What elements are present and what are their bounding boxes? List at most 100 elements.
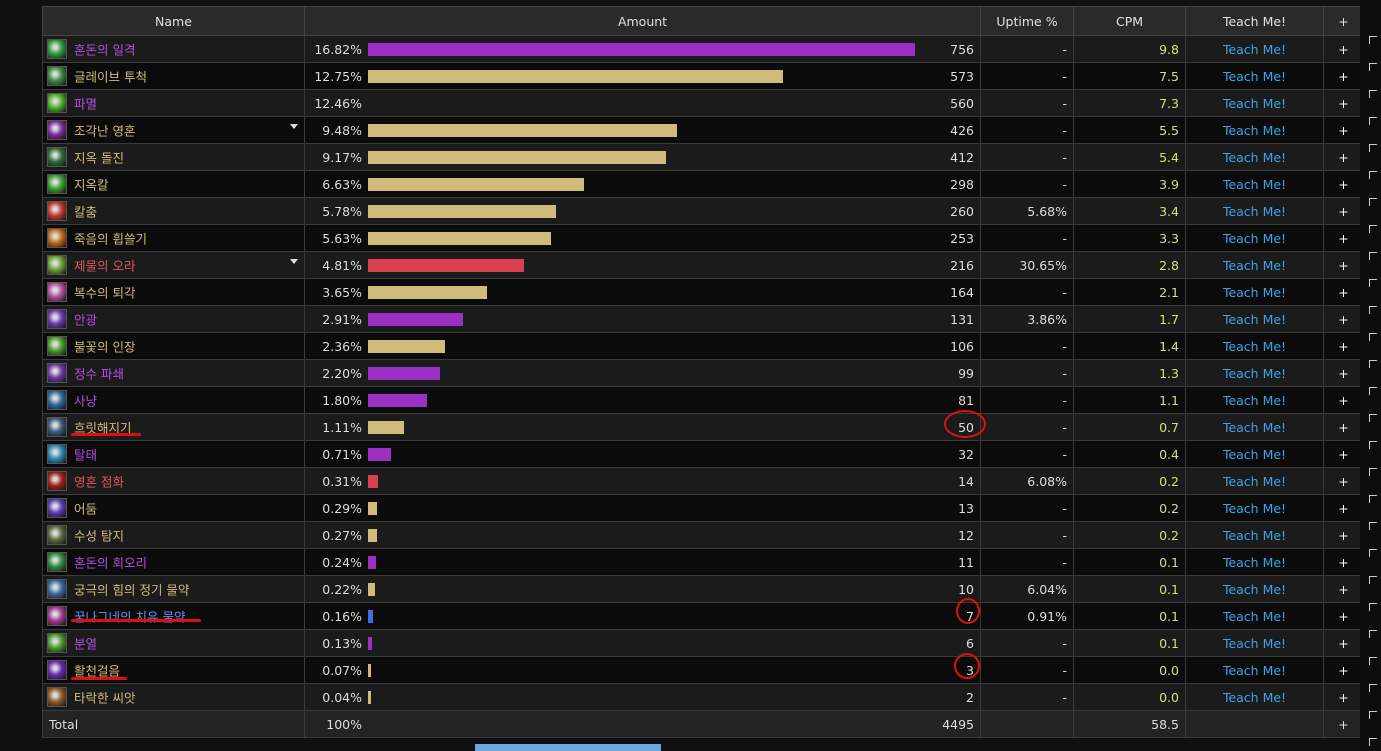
expand-plus-button[interactable]: + xyxy=(1323,143,1364,171)
ability-name[interactable]: 안광 xyxy=(74,312,98,328)
teach-me-link[interactable]: Teach Me! xyxy=(1185,656,1324,684)
expand-plus-button[interactable]: + xyxy=(1323,386,1364,414)
expand-plus-button[interactable]: + xyxy=(1323,656,1364,684)
ability-name[interactable]: 죽음의 휩쓸기 xyxy=(74,231,147,247)
expand-plus-button[interactable]: + xyxy=(1323,197,1364,225)
teach-me-link[interactable]: Teach Me! xyxy=(1185,575,1324,603)
table-row[interactable]: 타락한 씨앗 0.04% 2-0.0 Teach Me! + xyxy=(42,683,1364,711)
teach-me-link[interactable]: Teach Me! xyxy=(1185,197,1324,225)
table-row[interactable]: 어둠 0.29% 13-0.2 Teach Me! + xyxy=(42,494,1364,522)
teach-me-link[interactable]: Teach Me! xyxy=(1185,440,1324,468)
ability-name-cell[interactable]: 정수 파쇄 xyxy=(42,359,305,387)
ability-name-cell[interactable]: 칼춤 xyxy=(42,197,305,225)
expand-plus-button[interactable]: + xyxy=(1323,413,1364,441)
ability-name-cell[interactable]: 흐릿해지기 xyxy=(42,413,305,441)
teach-me-link[interactable]: Teach Me! xyxy=(1185,278,1324,306)
ability-name-cell[interactable]: 수성 탐지 xyxy=(42,521,305,549)
ability-name[interactable]: 영혼 점화 xyxy=(74,474,124,490)
expand-plus-button[interactable]: + xyxy=(1323,170,1364,198)
ability-name-cell[interactable]: 안광 xyxy=(42,305,305,333)
teach-me-link[interactable]: Teach Me! xyxy=(1185,494,1324,522)
table-row[interactable]: 죽음의 휩쓸기 5.63% 253-3.3 Teach Me! + xyxy=(42,224,1364,252)
expand-plus-button[interactable]: + xyxy=(1323,494,1364,522)
table-row[interactable]: 정수 파쇄 2.20% 99-1.3 Teach Me! + xyxy=(42,359,1364,387)
table-row[interactable]: 지옥 돌진 9.17% 412-5.4 Teach Me! + xyxy=(42,143,1364,171)
table-row[interactable]: 탈태 0.71% 32-0.4 Teach Me! + xyxy=(42,440,1364,468)
teach-me-link[interactable]: Teach Me! xyxy=(1185,170,1324,198)
expand-plus-button[interactable]: + xyxy=(1323,575,1364,603)
ability-name[interactable]: 복수의 퇴각 xyxy=(74,285,136,301)
teach-me-link[interactable]: Teach Me! xyxy=(1185,521,1324,549)
teach-me-link[interactable]: Teach Me! xyxy=(1185,413,1324,441)
teach-me-link[interactable]: Teach Me! xyxy=(1185,548,1324,576)
ability-name-cell[interactable]: 영혼 점화 xyxy=(42,467,305,495)
ability-name-cell[interactable]: 복수의 퇴각 xyxy=(42,278,305,306)
ability-name[interactable]: 궁극의 힘의 정기 물약 xyxy=(74,582,190,598)
expand-plus-button[interactable]: + xyxy=(1323,35,1364,63)
expand-plus-button[interactable]: + xyxy=(1323,359,1364,387)
ability-name[interactable]: 어둠 xyxy=(74,501,98,517)
header-plus[interactable]: + xyxy=(1323,6,1364,36)
ability-name[interactable]: 꿈나그네의 치유 물약 xyxy=(74,609,186,625)
expand-plus-button[interactable]: + xyxy=(1323,62,1364,90)
ability-name[interactable]: 수성 탐지 xyxy=(74,528,124,544)
expand-plus-button[interactable]: + xyxy=(1323,332,1364,360)
expand-plus-button[interactable]: + xyxy=(1323,305,1364,333)
table-row[interactable]: 흐릿해지기 1.11% 50-0.7 Teach Me! + xyxy=(42,413,1364,441)
ability-name[interactable]: 조각난 영혼 xyxy=(74,123,136,139)
table-row[interactable]: 복수의 퇴각 3.65% 164-2.1 Teach Me! + xyxy=(42,278,1364,306)
teach-me-link[interactable]: Teach Me! xyxy=(1185,251,1324,279)
teach-me-link[interactable]: Teach Me! xyxy=(1185,629,1324,657)
header-cpm[interactable]: CPM xyxy=(1073,6,1186,36)
ability-name-cell[interactable]: 혼돈의 일격 xyxy=(42,35,305,63)
teach-me-link[interactable]: Teach Me! xyxy=(1185,62,1324,90)
ability-name[interactable]: 불꽃의 인장 xyxy=(74,339,136,355)
header-uptime[interactable]: Uptime % xyxy=(980,6,1074,36)
table-row[interactable]: 안광 2.91% 131 3.86% 1.7 Teach Me! + xyxy=(42,305,1364,333)
ability-name[interactable]: 지옥칼 xyxy=(74,177,109,193)
header-teach[interactable]: Teach Me! xyxy=(1185,6,1324,36)
ability-name-cell[interactable]: 조각난 영혼 xyxy=(42,116,305,144)
ability-name-cell[interactable]: 꿈나그네의 치유 물약 xyxy=(42,602,305,630)
teach-me-link[interactable]: Teach Me! xyxy=(1185,143,1324,171)
ability-name-cell[interactable]: 지옥 돌진 xyxy=(42,143,305,171)
table-row[interactable]: 분열 0.13% 6-0.1 Teach Me! + xyxy=(42,629,1364,657)
table-row[interactable]: 영혼 점화 0.31% 14 6.08% 0.2 Teach Me! + xyxy=(42,467,1364,495)
ability-name[interactable]: 혼돈의 회오리 xyxy=(74,555,147,571)
ability-name-cell[interactable]: 글레이브 투척 xyxy=(42,62,305,90)
ability-name-cell[interactable]: 분열 xyxy=(42,629,305,657)
teach-me-link[interactable]: Teach Me! xyxy=(1185,683,1324,711)
table-row[interactable]: 불꽃의 인장 2.36% 106-1.4 Teach Me! + xyxy=(42,332,1364,360)
table-row[interactable]: 활천걸음 0.07% 3-0.0 Teach Me! + xyxy=(42,656,1364,684)
table-row[interactable]: 혼돈의 일격 16.82% 756-9.8 Teach Me! + xyxy=(42,35,1364,63)
teach-me-link[interactable]: Teach Me! xyxy=(1185,602,1324,630)
ability-name[interactable]: 분열 xyxy=(74,636,98,652)
ability-name-cell[interactable]: 파멸 xyxy=(42,89,305,117)
ability-name-cell[interactable]: 제물의 오라 xyxy=(42,251,305,279)
expand-plus-button[interactable]: + xyxy=(1323,467,1364,495)
ability-name[interactable]: 정수 파쇄 xyxy=(74,366,124,382)
ability-name[interactable]: 사냥 xyxy=(74,393,98,409)
ability-name[interactable]: 파멸 xyxy=(74,96,98,112)
table-row[interactable]: 지옥칼 6.63% 298-3.9 Teach Me! + xyxy=(42,170,1364,198)
expand-chevron-icon[interactable] xyxy=(290,259,298,264)
expand-plus-button[interactable]: + xyxy=(1323,278,1364,306)
ability-name[interactable]: 혼돈의 일격 xyxy=(74,42,136,58)
expand-plus-button[interactable]: + xyxy=(1323,116,1364,144)
ability-name-cell[interactable]: 어둠 xyxy=(42,494,305,522)
ability-name-cell[interactable]: 지옥칼 xyxy=(42,170,305,198)
table-row[interactable]: 파멸 12.46% 560-7.3 Teach Me! + xyxy=(42,89,1364,117)
table-row[interactable]: 궁극의 힘의 정기 물약 0.22% 10 6.04% 0.1 Teach Me! + xyxy=(42,575,1364,603)
teach-me-link[interactable]: Teach Me! xyxy=(1185,35,1324,63)
ability-name[interactable]: 제물의 오라 xyxy=(74,258,136,274)
teach-me-link[interactable]: Teach Me! xyxy=(1185,89,1324,117)
header-name[interactable]: Name xyxy=(42,6,305,36)
expand-plus-button[interactable]: + xyxy=(1323,521,1364,549)
expand-plus-button[interactable]: + xyxy=(1323,89,1364,117)
ability-name[interactable]: 활천걸음 xyxy=(74,663,121,679)
expand-plus-button[interactable]: + xyxy=(1323,602,1364,630)
expand-plus-button[interactable]: + xyxy=(1323,683,1364,711)
ability-name-cell[interactable]: 사냥 xyxy=(42,386,305,414)
ability-name[interactable]: 탈태 xyxy=(74,447,98,463)
expand-plus-button[interactable]: + xyxy=(1323,224,1364,252)
